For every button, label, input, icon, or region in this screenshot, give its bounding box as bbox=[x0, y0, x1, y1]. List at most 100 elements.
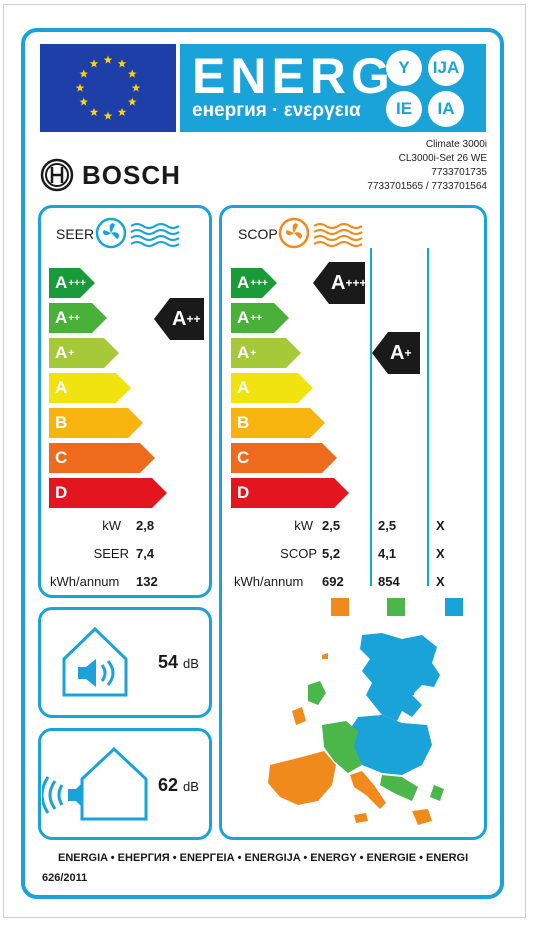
average-scop-value: 4,1 bbox=[378, 546, 397, 561]
model-line: 7733701565 / 7733701564 bbox=[367, 181, 487, 192]
warmer-zone-swatch bbox=[331, 598, 349, 616]
average-kwh-value: 854 bbox=[378, 574, 400, 589]
heating-rating-average-plus: + bbox=[404, 346, 412, 360]
outdoor-house-speaker-icon bbox=[42, 746, 148, 821]
energy-label-frame bbox=[21, 28, 504, 899]
seer-title: SEER bbox=[56, 226, 95, 242]
indoor-noise-unit: dB bbox=[183, 656, 199, 671]
average-kw-value: 2,5 bbox=[378, 518, 397, 533]
cooling-class-arrow: D bbox=[49, 478, 167, 508]
eu-star bbox=[131, 83, 141, 92]
outdoor-noise-panel bbox=[38, 728, 212, 840]
outdoor-noise-unit: dB bbox=[183, 779, 199, 794]
heating-kw-label: kW bbox=[294, 518, 313, 533]
heating-class-plus: + bbox=[250, 347, 257, 359]
indoor-noise-panel bbox=[38, 607, 212, 718]
cooling-class-letter: A bbox=[55, 378, 68, 397]
zone-divider bbox=[370, 248, 372, 586]
heating-fan-icon bbox=[278, 217, 363, 249]
heating-class-letter: A bbox=[237, 378, 250, 397]
heating-rating-average-letter: A bbox=[390, 341, 405, 364]
eu-star bbox=[75, 83, 85, 92]
heating-class-arrow: B bbox=[231, 408, 325, 438]
heating-panel bbox=[219, 205, 487, 840]
cooling-class-arrow: B bbox=[49, 408, 143, 438]
eu-stars-icon bbox=[75, 55, 141, 120]
cooling-class-plus: + bbox=[68, 347, 75, 359]
indoor-noise-level: 54 dB bbox=[158, 652, 199, 673]
cooling-class-arrow: A bbox=[49, 373, 131, 403]
bosch-logo-icon bbox=[40, 158, 74, 192]
eu-star bbox=[117, 107, 127, 116]
indoor-noise-value: 54 bbox=[158, 652, 179, 672]
cooling-rating-letter: A bbox=[172, 307, 187, 330]
seer-value: 7,4 bbox=[136, 546, 155, 561]
heating-class-arrow: A + bbox=[231, 338, 301, 368]
cooling-class-arrow: A + bbox=[49, 338, 119, 368]
model-line: 7733701735 bbox=[431, 167, 487, 178]
cooling-class-plus: +++ bbox=[68, 277, 86, 289]
cooling-fan-icon bbox=[95, 217, 180, 249]
cooling-class-letter: A bbox=[55, 308, 68, 327]
eu-star bbox=[79, 97, 88, 106]
eu-star bbox=[103, 55, 113, 64]
indoor-house-speaker-icon bbox=[62, 626, 128, 697]
warmer-scop-value: 5,2 bbox=[322, 546, 341, 561]
energy-banner: ENERG енергия · ενεργεια Y IJA IE IA bbox=[180, 44, 486, 132]
heating-class-arrow: C bbox=[231, 443, 337, 473]
eu-star bbox=[128, 97, 137, 106]
cooling-kwh-value: 132 bbox=[136, 574, 158, 589]
eu-star bbox=[103, 111, 113, 120]
cooling-class-letter: D bbox=[55, 483, 68, 502]
brand-name: BOSCH bbox=[82, 159, 181, 190]
heating-kwh-label: kWh/annum bbox=[234, 574, 304, 589]
europe-climate-map-icon bbox=[268, 633, 444, 825]
eu-star bbox=[79, 69, 88, 78]
energy-subtitle: енергия · ενεργεια bbox=[192, 100, 361, 121]
language-badge-ia: IA bbox=[428, 91, 464, 127]
heating-class-letter: A bbox=[237, 308, 250, 327]
warmer-kwh-value: 692 bbox=[322, 574, 344, 589]
cooling-class-plus: ++ bbox=[68, 312, 80, 324]
cooling-class-letter: A bbox=[55, 343, 68, 362]
eu-star bbox=[89, 107, 99, 116]
energy-title: ENERG bbox=[192, 48, 395, 104]
page-border bbox=[3, 4, 526, 918]
eu-star bbox=[117, 59, 127, 68]
eu-star bbox=[128, 69, 137, 78]
heating-class-letter: C bbox=[237, 448, 250, 467]
outdoor-noise-level: 62 dB bbox=[158, 775, 199, 796]
language-badge-ie: IE bbox=[386, 91, 422, 127]
cooling-class-letter: C bbox=[55, 448, 68, 467]
model-line: CL3000i-Set 26 WE bbox=[398, 153, 487, 164]
heating-class-letter: A bbox=[237, 343, 250, 362]
model-info: Climate 3000i CL3000i-Set 26 WE 77337017… bbox=[367, 138, 487, 194]
zone-divider bbox=[427, 248, 429, 586]
cooling-panel bbox=[38, 205, 212, 598]
regulation-number: 626/2011 bbox=[42, 872, 88, 884]
cooling-kw-label: kW bbox=[102, 518, 121, 533]
heating-class-arrow: A bbox=[231, 373, 313, 403]
cooling-kw-value: 2,8 bbox=[136, 518, 155, 533]
warmer-kw-value: 2,5 bbox=[322, 518, 341, 533]
colder-zone-swatch bbox=[445, 598, 463, 616]
average-zone-swatch bbox=[387, 598, 405, 616]
heating-class-letter: D bbox=[237, 483, 250, 502]
colder-scop-value: X bbox=[436, 546, 445, 561]
seer-label: SEER bbox=[93, 546, 129, 561]
cooling-class-letter: B bbox=[55, 413, 68, 432]
heating-class-plus: +++ bbox=[250, 277, 268, 289]
colder-kw-value: X bbox=[436, 518, 445, 533]
footer-languages: ENERGIA • ЕНЕРГИЯ • ΕΝΕΡΓΕΙΑ • ENERGIJA … bbox=[58, 852, 469, 864]
heating-rating-warmer-plus: +++ bbox=[345, 276, 367, 290]
model-line: Climate 3000i bbox=[425, 139, 487, 150]
heating-class-plus: ++ bbox=[250, 312, 262, 324]
scop-label: SCOP bbox=[280, 546, 317, 561]
cooling-rating-plus: ++ bbox=[186, 312, 201, 326]
heating-class-arrow: D bbox=[231, 478, 349, 508]
scop-title: SCOP bbox=[238, 226, 278, 242]
eu-flag bbox=[40, 44, 176, 132]
heating-rating-warmer-letter: A bbox=[331, 271, 346, 294]
cooling-kwh-label: kWh/annum bbox=[50, 574, 120, 589]
colder-kwh-value: X bbox=[436, 574, 445, 589]
